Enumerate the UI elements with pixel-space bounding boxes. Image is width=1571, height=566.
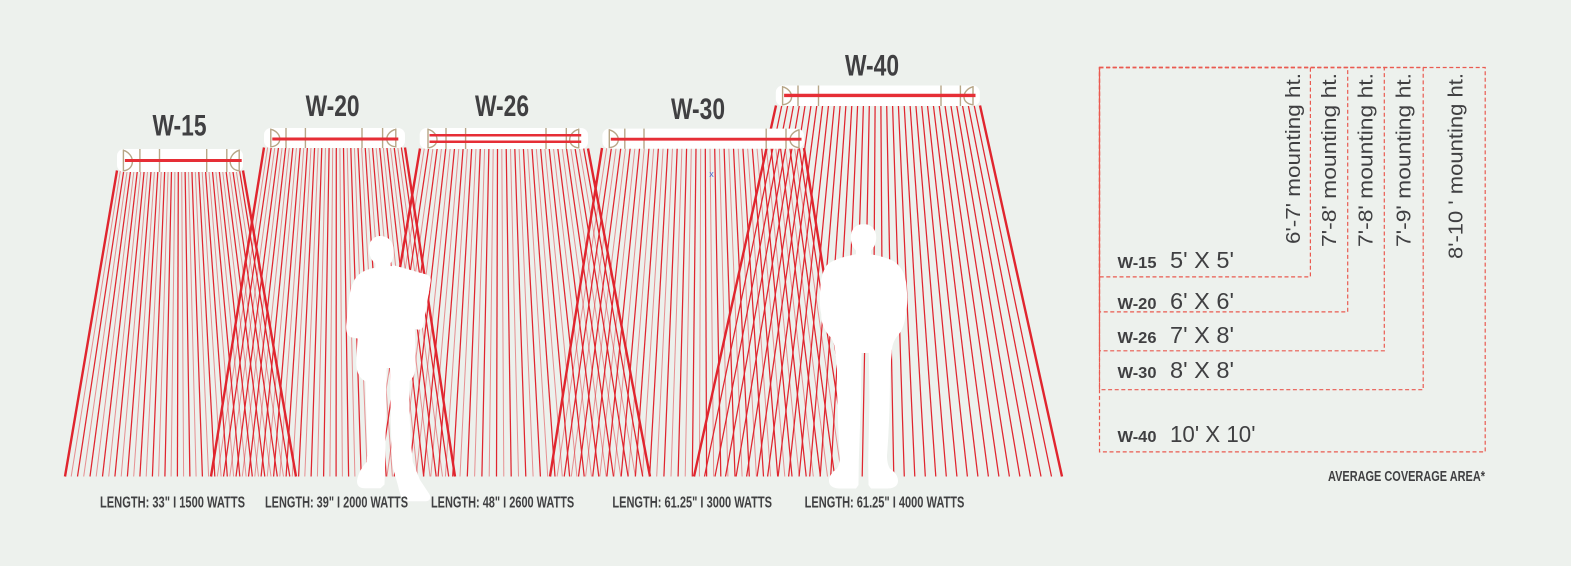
svg-text:10' X 10': 10' X 10'	[1170, 421, 1256, 447]
svg-text:W-20: W-20	[306, 90, 360, 123]
svg-text:7'-9' mounting ht.: 7'-9' mounting ht.	[1394, 73, 1416, 247]
svg-text:LENGTH: 33" I 1500 WATTS: LENGTH: 33" I 1500 WATTS	[100, 495, 245, 512]
svg-text:W-40: W-40	[845, 50, 899, 83]
svg-text:W-40: W-40	[1118, 429, 1157, 446]
svg-text:7' X 8': 7' X 8'	[1170, 322, 1234, 348]
svg-text:W-26: W-26	[1118, 330, 1157, 347]
svg-text:7'-8' mounting ht.: 7'-8' mounting ht.	[1356, 73, 1378, 247]
svg-text:7'-8' mounting ht.: 7'-8' mounting ht.	[1319, 73, 1341, 247]
svg-text:W-15: W-15	[153, 110, 207, 143]
svg-text:x: x	[709, 169, 714, 179]
svg-text:W-15: W-15	[1118, 255, 1157, 272]
svg-text:AVERAGE COVERAGE AREA*: AVERAGE COVERAGE AREA*	[1328, 469, 1485, 485]
svg-text:8' X 8': 8' X 8'	[1170, 357, 1234, 383]
svg-text:W-30: W-30	[1118, 365, 1157, 382]
svg-text:5' X 5': 5' X 5'	[1170, 247, 1234, 273]
svg-text:6'-7' mounting ht.: 6'-7' mounting ht.	[1283, 73, 1305, 244]
svg-text:LENGTH: 61.25" I 4000 WATTS: LENGTH: 61.25" I 4000 WATTS	[805, 495, 965, 512]
svg-text:W-26: W-26	[475, 90, 529, 123]
svg-text:W-30: W-30	[671, 93, 725, 126]
svg-text:LENGTH: 39" I 2000 WATTS: LENGTH: 39" I 2000 WATTS	[265, 495, 408, 512]
svg-text:LENGTH: 48" I 2600 WATTS: LENGTH: 48" I 2600 WATTS	[431, 495, 575, 512]
svg-text:8'-10 ' mounting ht.: 8'-10 ' mounting ht.	[1446, 73, 1468, 259]
svg-text:LENGTH: 61.25" I 3000 WATTS: LENGTH: 61.25" I 3000 WATTS	[612, 495, 772, 512]
svg-text:6' X 6': 6' X 6'	[1170, 288, 1234, 314]
svg-text:W-20: W-20	[1118, 296, 1157, 313]
